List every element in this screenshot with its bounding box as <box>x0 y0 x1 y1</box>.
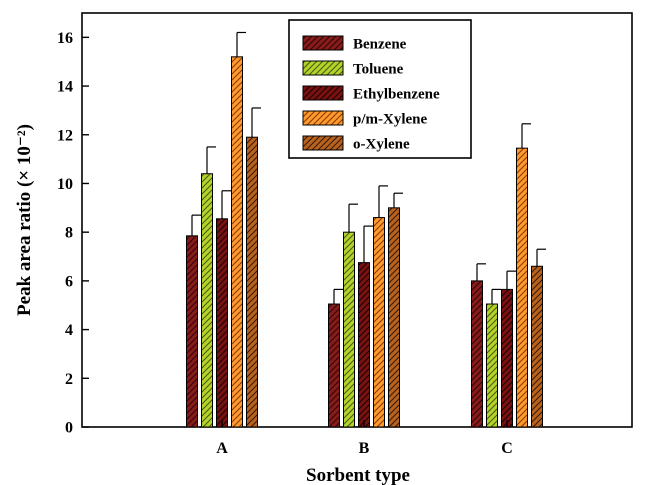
bar-ethylbenzene-c <box>501 288 513 428</box>
bar-o-xylene-c <box>531 265 543 428</box>
error-bar-toluene-c <box>491 288 501 305</box>
legend-swatch <box>302 85 344 101</box>
x-tick-label-b: B <box>359 440 370 457</box>
error-bar-ethylbenzene-c <box>506 270 516 290</box>
y-tick-label: 8 <box>65 225 73 242</box>
legend-item-p-m-xylene: p/m-Xylene <box>302 110 428 128</box>
legend-label: p/m-Xylene <box>353 112 428 128</box>
legend-swatch <box>302 135 344 151</box>
bar-benzene-b <box>328 303 340 428</box>
legend: Benzene Toluene Ethylbenzene p/m-Xylene o-Xy… <box>288 19 472 159</box>
error-bar-benzene-a <box>191 214 201 236</box>
bar-benzene-c <box>471 280 483 428</box>
error-bar-o-xylene-b <box>393 192 403 208</box>
y-tick-label: 6 <box>65 273 73 290</box>
legend-item-ethylbenzene: Ethylbenzene <box>302 85 440 103</box>
y-tick-label: 12 <box>57 127 73 144</box>
bar-toluene-a <box>201 173 213 428</box>
bar-o-xylene-b <box>388 207 400 428</box>
legend-swatch <box>302 35 344 51</box>
legend-label: Benzene <box>353 37 407 53</box>
y-tick-label: 4 <box>65 322 73 339</box>
y-tick-label: 2 <box>65 371 73 388</box>
y-tick-label: 10 <box>57 176 73 193</box>
error-bar-o-xylene-a <box>251 107 261 138</box>
error-bar-p-m-xylene-b <box>378 185 388 218</box>
legend-label: Toluene <box>353 62 404 78</box>
error-bar-toluene-a <box>206 146 216 174</box>
bar-p-m-xylene-b <box>373 217 385 428</box>
error-bar-o-xylene-c <box>536 248 546 267</box>
bar-ethylbenzene-b <box>358 262 370 428</box>
y-axis-ticks: 0 2 4 6 8 10 12 14 16 <box>57 30 89 437</box>
bar-ethylbenzene-a <box>216 218 228 428</box>
x-tick-label-a: A <box>216 440 228 457</box>
plot-area-frame <box>81 12 633 428</box>
error-bar-p-m-xylene-a <box>236 31 246 57</box>
bar-toluene-b <box>343 231 355 428</box>
y-tick-label: 14 <box>57 79 73 96</box>
error-bar-benzene-b <box>333 288 343 305</box>
y-tick-label: 16 <box>57 30 73 47</box>
error-bar-ethylbenzene-a <box>221 190 231 219</box>
error-bar-p-m-xylene-c <box>521 123 531 149</box>
x-axis-title: Sorbent type <box>306 465 410 485</box>
legend-label: Ethylbenzene <box>353 87 440 103</box>
error-bar-ethylbenzene-b <box>363 225 373 263</box>
bar-o-xylene-a <box>246 136 258 428</box>
bar-p-m-xylene-a <box>231 56 243 428</box>
y-tick-label: 0 <box>65 420 73 437</box>
error-bars-group <box>191 31 546 305</box>
y-axis-title: Peak area ratio (× 10⁻²) <box>14 124 35 316</box>
legend-item-o-xylene: o-Xylene <box>302 135 410 153</box>
bar-benzene-a <box>186 235 198 428</box>
bar-toluene-c <box>486 303 498 428</box>
error-bar-toluene-b <box>348 203 358 233</box>
legend-swatch <box>302 110 344 126</box>
x-axis-ticks: A B C <box>216 420 513 457</box>
legend-item-toluene: Toluene <box>302 60 404 78</box>
legend-label: o-Xylene <box>353 137 410 153</box>
bar-p-m-xylene-c <box>516 147 528 428</box>
legend-item-benzene: Benzene <box>302 35 407 53</box>
error-bar-benzene-c <box>476 263 486 281</box>
legend-swatch <box>302 60 344 76</box>
x-tick-label-c: C <box>501 440 513 457</box>
